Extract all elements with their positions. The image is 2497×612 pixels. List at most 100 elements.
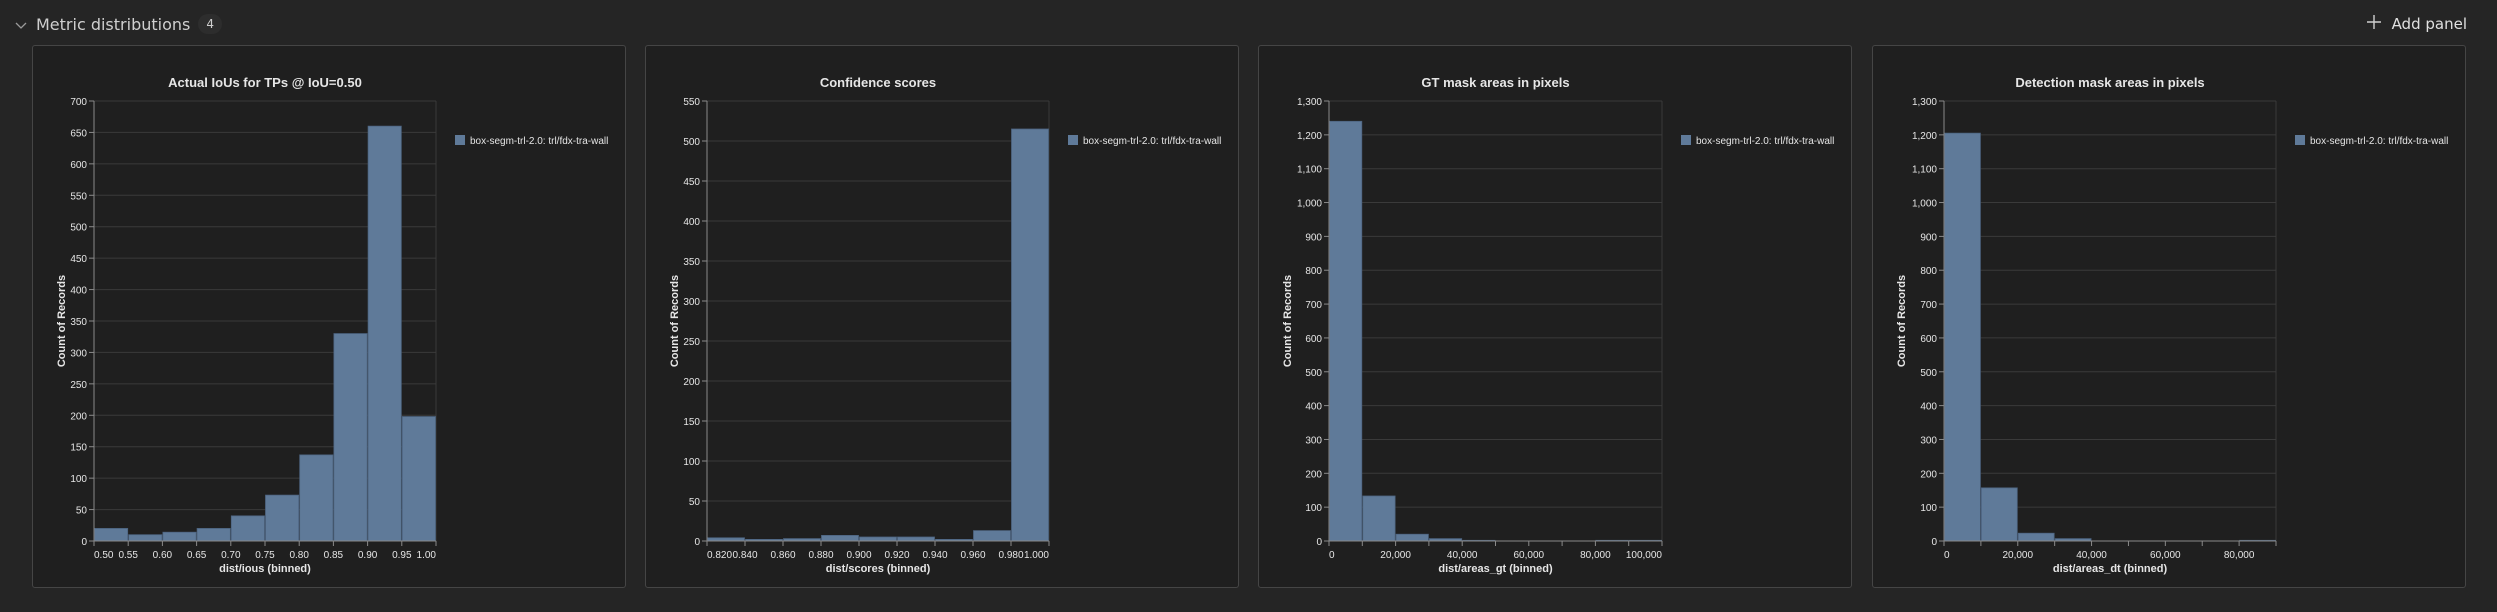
y-tick-label: 150 xyxy=(70,443,87,454)
y-tick-label: 0 xyxy=(1316,537,1322,548)
histogram-bar xyxy=(897,536,935,542)
y-tick-label: 400 xyxy=(1920,402,1937,413)
panel-count-badge: 4 xyxy=(198,14,222,34)
x-tick-label: 0.95 xyxy=(392,550,412,561)
y-tick-label: 0 xyxy=(694,537,700,548)
y-axis-label: Count of Records xyxy=(1282,275,1294,367)
histogram-bar xyxy=(1329,120,1363,542)
y-tick-label: 1,300 xyxy=(1912,97,1937,108)
x-tick-label: 0.860 xyxy=(770,550,795,561)
x-axis-label: dist/ious (binned) xyxy=(219,563,311,575)
histogram-bar xyxy=(265,494,300,542)
x-tick-label: 60,000 xyxy=(1514,550,1545,561)
x-tick-label: 0.80 xyxy=(289,550,309,561)
y-tick-label: 250 xyxy=(70,380,87,391)
y-tick-label: 0 xyxy=(1931,537,1937,548)
histogram-bar xyxy=(1011,128,1049,542)
x-tick-label: 80,000 xyxy=(1580,550,1611,561)
y-axis-label: Count of Records xyxy=(669,275,681,367)
x-tick-label: 100,000 xyxy=(1626,550,1663,561)
legend-label: box-segm-trl-2.0: trl/fdx-tra-wall xyxy=(1083,136,1221,147)
y-tick-label: 300 xyxy=(1305,435,1322,446)
y-tick-label: 300 xyxy=(1920,435,1937,446)
y-tick-label: 700 xyxy=(70,97,87,108)
add-panel-button[interactable]: Add panel xyxy=(2366,10,2467,38)
y-tick-label: 600 xyxy=(1305,334,1322,345)
y-tick-label: 700 xyxy=(1305,300,1322,311)
x-tick-label: 40,000 xyxy=(1447,550,1478,561)
y-tick-label: 1,000 xyxy=(1297,199,1322,210)
y-tick-label: 500 xyxy=(1920,368,1937,379)
histogram-bar xyxy=(162,531,197,542)
x-tick-label: 0.60 xyxy=(153,550,173,561)
y-tick-label: 500 xyxy=(1305,368,1322,379)
x-tick-label: 0.65 xyxy=(187,550,207,561)
x-tick-label: 0 xyxy=(1944,550,1950,561)
chart-title: GT mask areas in pixels xyxy=(1421,75,1569,90)
histogram-bar xyxy=(367,125,402,542)
chart-panel-scores[interactable]: Confidence scores 0 50 100 150 200 250 300 350 40… xyxy=(645,45,1239,588)
x-tick-label: 0.820 xyxy=(707,550,732,561)
y-tick-label: 50 xyxy=(689,497,701,508)
y-tick-label: 150 xyxy=(683,417,700,428)
y-tick-label: 450 xyxy=(683,177,700,188)
y-tick-label: 100 xyxy=(1305,503,1322,514)
chevron-down-icon[interactable] xyxy=(14,17,28,31)
y-tick-label: 200 xyxy=(70,411,87,422)
histogram-bar xyxy=(2017,532,2055,542)
section-title: Metric distributions xyxy=(36,14,191,34)
histogram-bar xyxy=(821,534,859,542)
y-tick-label: 800 xyxy=(1305,266,1322,277)
y-tick-label: 200 xyxy=(1305,469,1322,480)
chart-panel-areas-dt[interactable]: Detection mask areas in pixels 0 100 200 300… xyxy=(1872,45,2466,588)
y-tick-label: 900 xyxy=(1305,232,1322,243)
x-tick-label: 0.880 xyxy=(808,550,833,561)
legend-swatch xyxy=(2295,135,2305,145)
y-tick-label: 550 xyxy=(70,191,87,202)
x-tick-label: 0 xyxy=(1329,550,1335,561)
histogram-bar xyxy=(859,536,897,542)
histogram-chart: Actual IoUs for TPs @ IoU=0.50 0 50 100 150 2… xyxy=(56,75,608,575)
chart-title: Detection mask areas in pixels xyxy=(2015,75,2204,90)
y-tick-label: 800 xyxy=(1920,266,1937,277)
y-tick-label: 350 xyxy=(683,257,700,268)
y-tick-label: 500 xyxy=(70,223,87,234)
x-tick-label: 0.840 xyxy=(732,550,757,561)
y-tick-label: 100 xyxy=(1920,503,1937,514)
x-tick-label: 0.85 xyxy=(324,550,344,561)
y-tick-label: 200 xyxy=(1920,469,1937,480)
add-panel-label: Add panel xyxy=(2391,15,2467,33)
x-tick-label: 40,000 xyxy=(2076,550,2107,561)
y-tick-label: 1,200 xyxy=(1912,131,1937,142)
section-header[interactable]: Metric distributions 4 xyxy=(14,10,222,38)
histogram-bar xyxy=(299,454,334,542)
y-axis-label: Count of Records xyxy=(1896,275,1908,367)
x-tick-label: 0.980 xyxy=(998,550,1023,561)
legend-swatch xyxy=(455,135,465,145)
y-tick-label: 450 xyxy=(70,254,87,265)
y-tick-label: 550 xyxy=(683,97,700,108)
histogram-bar xyxy=(230,515,265,542)
y-tick-label: 100 xyxy=(683,457,700,468)
y-tick-label: 650 xyxy=(70,128,87,139)
histogram-bar xyxy=(1362,495,1396,542)
chart-panel-areas-gt[interactable]: GT mask areas in pixels 0 100 200 300 400 500 6… xyxy=(1258,45,1852,588)
x-tick-label: 60,000 xyxy=(2150,550,2181,561)
y-tick-label: 500 xyxy=(683,137,700,148)
y-tick-label: 700 xyxy=(1920,300,1937,311)
y-tick-label: 50 xyxy=(76,506,88,517)
y-tick-label: 1,100 xyxy=(1912,165,1937,176)
y-tick-label: 0 xyxy=(81,537,87,548)
chart-title: Confidence scores xyxy=(820,75,936,90)
y-tick-label: 1,200 xyxy=(1297,131,1322,142)
y-tick-label: 1,300 xyxy=(1297,97,1322,108)
y-tick-label: 400 xyxy=(70,286,87,297)
x-tick-label: 0.50 xyxy=(94,550,114,561)
histogram-bar xyxy=(196,528,231,542)
chart-panel-ious[interactable]: Actual IoUs for TPs @ IoU=0.50 0 50 100 150 2… xyxy=(32,45,626,588)
y-tick-label: 350 xyxy=(70,317,87,328)
y-tick-label: 400 xyxy=(683,217,700,228)
histogram-chart: Detection mask areas in pixels 0 100 200 300… xyxy=(1896,75,2448,575)
chart-title: Actual IoUs for TPs @ IoU=0.50 xyxy=(168,75,362,90)
y-tick-label: 300 xyxy=(683,297,700,308)
